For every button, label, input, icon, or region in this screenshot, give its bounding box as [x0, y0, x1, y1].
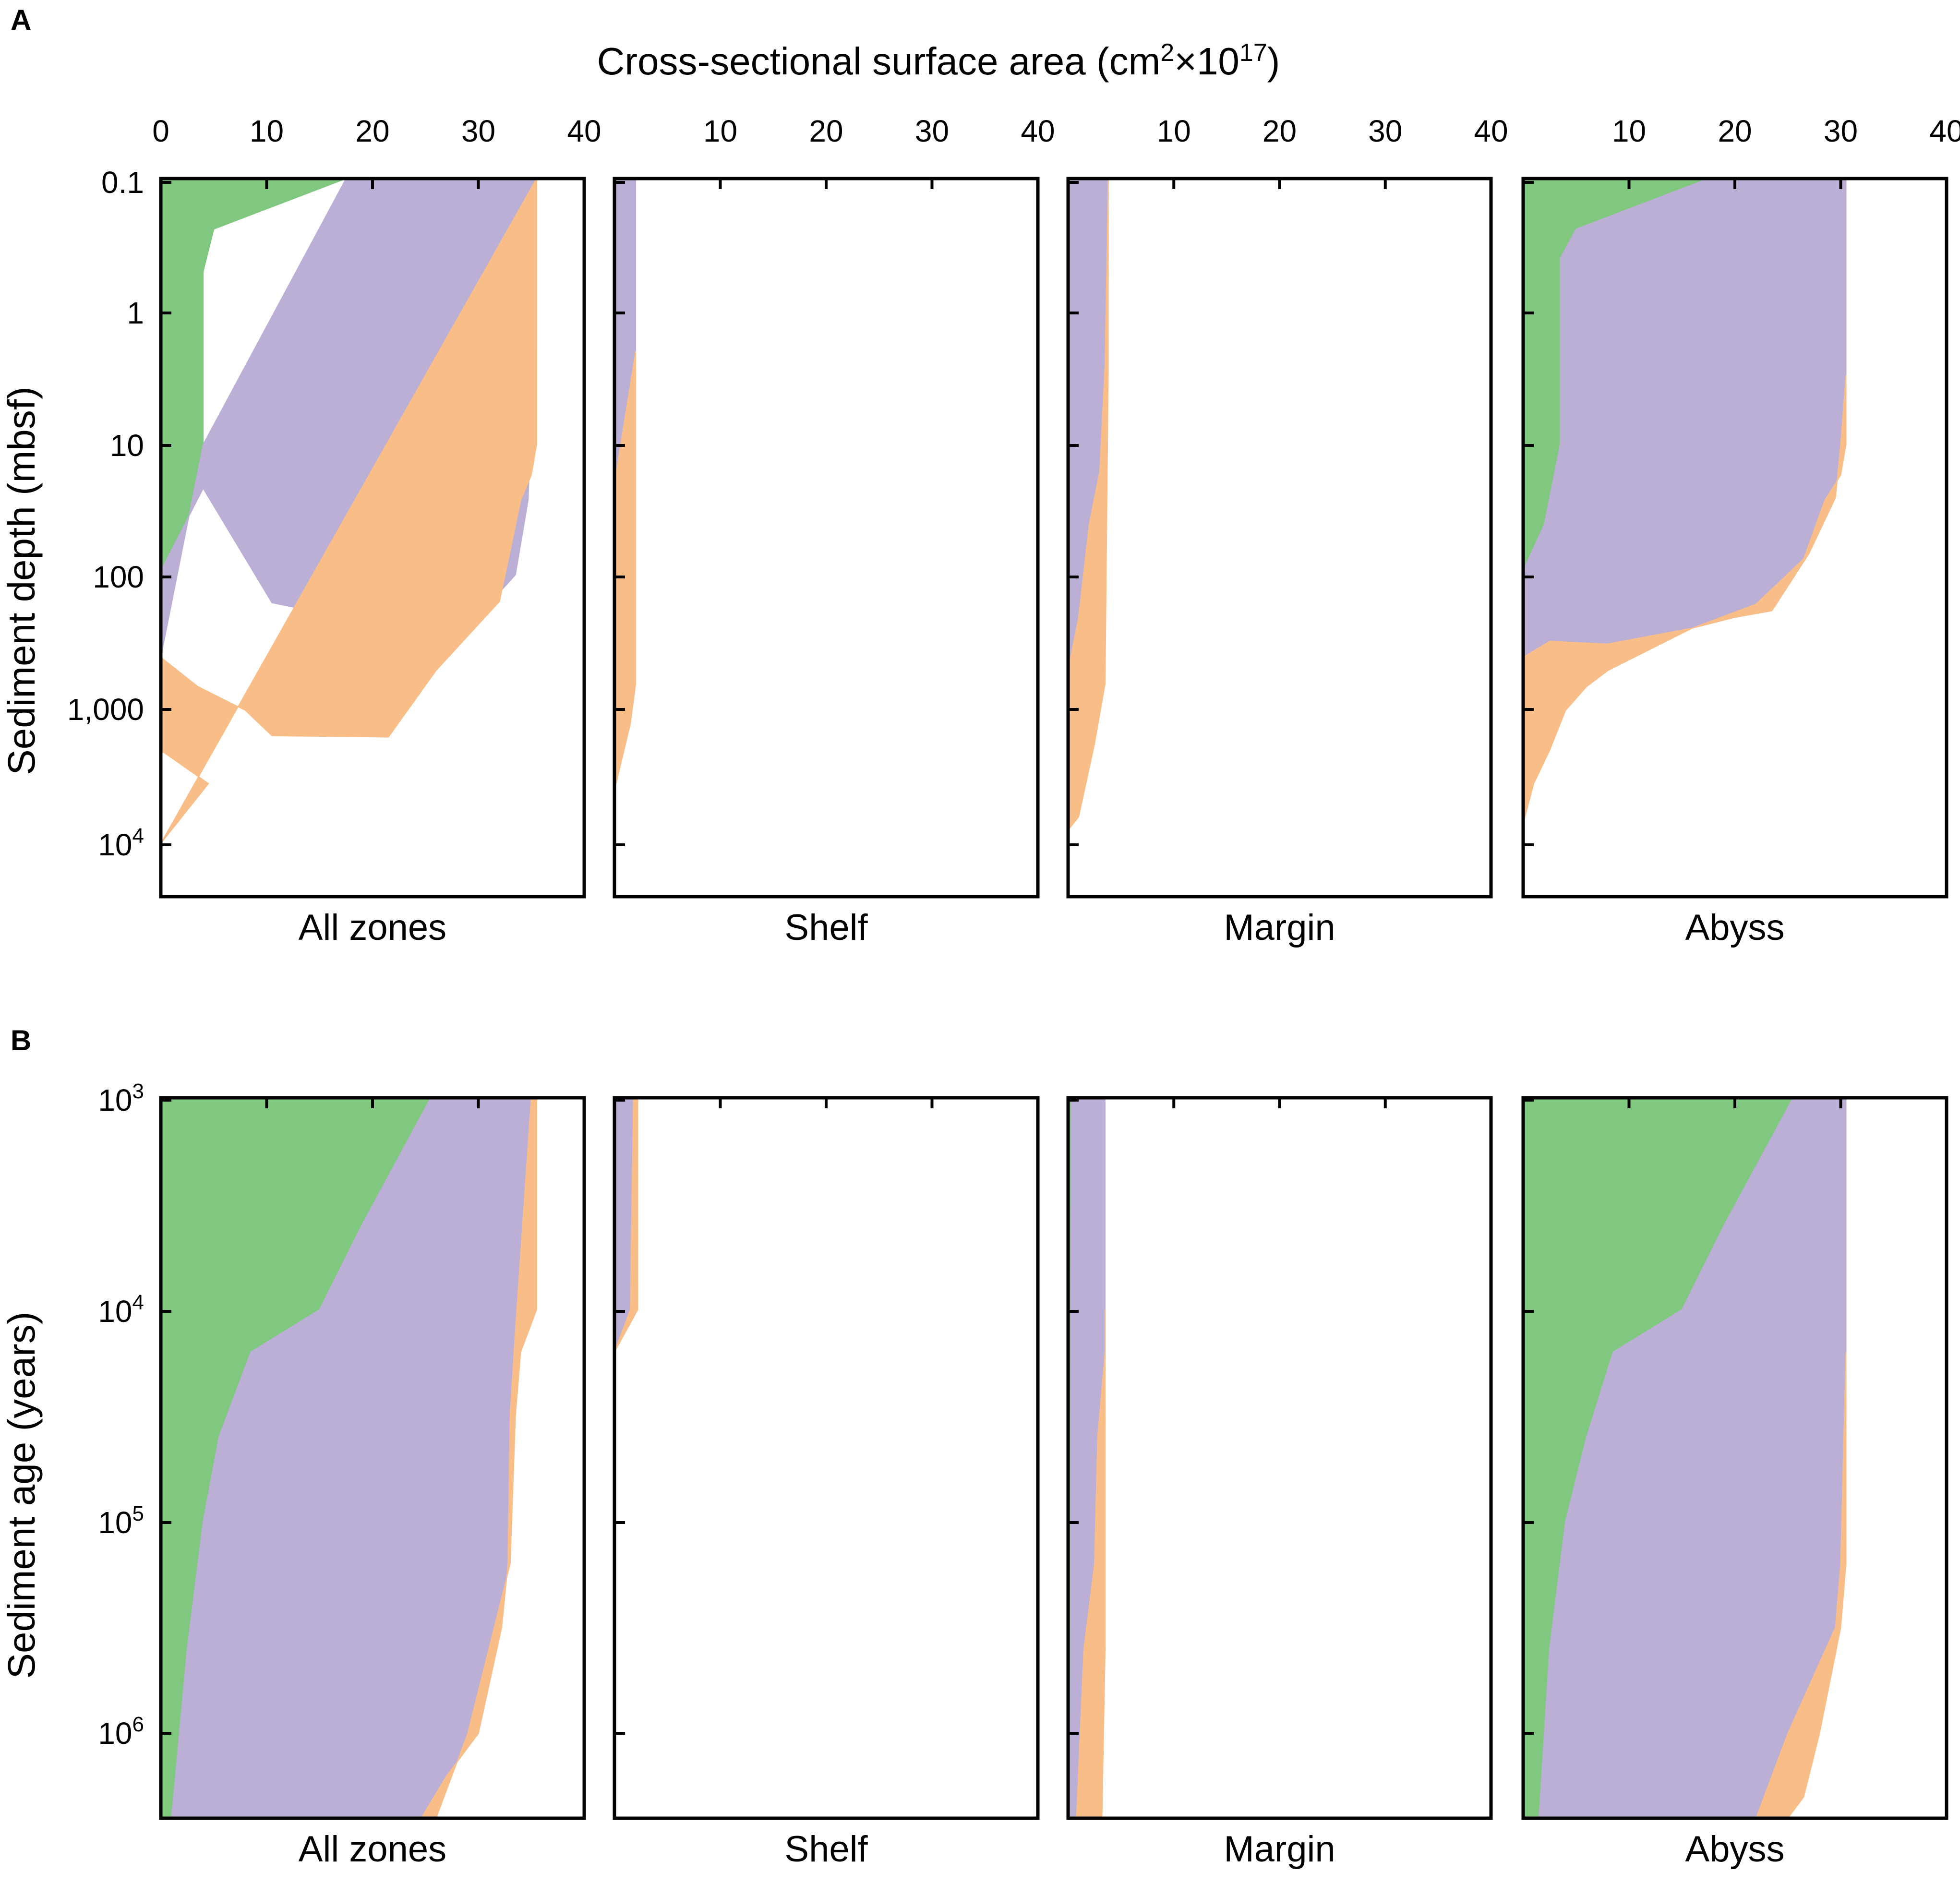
zone-label: Margin — [1224, 907, 1335, 948]
panel-frame — [1521, 1096, 1948, 1820]
panel-frame — [1066, 1096, 1493, 1820]
panel-a-y-axis-label: Sediment depth (mbsf) — [0, 386, 43, 775]
zone-label: Shelf — [784, 1829, 868, 1870]
panel-b-margin: Margin — [1066, 1096, 1493, 1870]
panel-frame — [159, 177, 586, 899]
panel-b-letter: B — [11, 1024, 31, 1056]
area-series-group — [161, 1098, 537, 1818]
area-orange — [1068, 179, 1109, 831]
y-tick-label: 105 — [98, 1502, 144, 1540]
y-tick-label: 100 — [93, 560, 144, 594]
zone-label: Abyss — [1685, 1829, 1785, 1870]
top-axis-tick-labels: 0 10 20 30 40 10 20 30 40 10 20 30 40 10 20 30 40 — [152, 114, 1960, 148]
area-orange — [614, 1098, 638, 1353]
top-axis-title: Cross-sectional surface area (cm2×1017) — [597, 39, 1280, 83]
panel-a-shelf: Shelf — [613, 177, 1040, 948]
y-axis-tick-labels: 0.1 1 10 100 1,000 104 103 104 105 106 — [67, 165, 144, 1751]
y-tick-label: 0.1 — [101, 165, 144, 200]
area-series-group — [614, 1098, 638, 1353]
x-tick-label: 20 — [355, 114, 389, 148]
y-tick-label: 1 — [127, 296, 144, 330]
panel-a-all-zones: All zones — [159, 177, 586, 948]
panel-frame — [1066, 177, 1493, 899]
y-tick-label: 103 — [98, 1080, 144, 1117]
panel-a-letter: A — [11, 4, 31, 36]
x-tick-label: 30 — [1368, 114, 1402, 148]
x-tick-label: 40 — [1929, 114, 1960, 148]
chart-panels: All zones Shelf Margin Abyss All zones Shelf M… — [159, 177, 1948, 1870]
panel-a-abyss: Abyss — [1521, 177, 1948, 948]
x-tick-label: 30 — [915, 114, 949, 148]
x-tick-label: 20 — [1718, 114, 1752, 148]
x-tick-label: 20 — [1263, 114, 1297, 148]
panel-frame — [1521, 177, 1948, 899]
area-orange — [1523, 375, 1847, 824]
y-tick-label: 104 — [98, 1291, 144, 1329]
area-series-group — [1068, 1098, 1106, 1818]
area-orange — [161, 179, 537, 844]
x-tick-label: 20 — [809, 114, 843, 148]
area-series-group — [1068, 179, 1109, 831]
zone-label: Shelf — [784, 907, 868, 948]
y-tick-label: 10 — [110, 428, 144, 463]
area-series-group — [614, 179, 637, 791]
x-tick-label: 10 — [703, 114, 737, 148]
panel-b-all-zones: All zones — [159, 1096, 586, 1870]
panel-frame — [613, 1096, 1040, 1820]
area-orange — [614, 351, 637, 791]
zone-label: Abyss — [1685, 907, 1785, 948]
x-tick-label: 30 — [1824, 114, 1858, 148]
panel-b-abyss: Abyss — [1521, 1096, 1948, 1870]
zone-label: Margin — [1224, 1829, 1335, 1870]
x-tick-label: 10 — [1612, 114, 1646, 148]
panel-a-margin: Margin — [1066, 177, 1493, 948]
panel-b-shelf: Shelf — [613, 1096, 1040, 1870]
area-orange — [1076, 1309, 1106, 1818]
panel-b-y-axis-label: Sediment age (years) — [0, 1312, 43, 1679]
x-tick-label: 0 — [152, 114, 169, 148]
area-series-group — [1523, 179, 1847, 824]
panel-frame — [613, 177, 1040, 899]
area-series-group — [1523, 1098, 1847, 1818]
y-tick-label: 1,000 — [67, 692, 144, 727]
y-tick-label: 104 — [98, 824, 144, 862]
x-tick-label: 40 — [1474, 114, 1508, 148]
x-tick-label: 40 — [1021, 114, 1055, 148]
area-orange — [362, 1098, 537, 1818]
x-tick-label: 40 — [567, 114, 601, 148]
area-series-group — [161, 179, 537, 844]
area-orange — [1756, 1352, 1847, 1818]
area-purple — [1523, 179, 1847, 658]
x-tick-label: 10 — [1157, 114, 1191, 148]
x-tick-label: 30 — [461, 114, 495, 148]
y-tick-label: 106 — [98, 1713, 144, 1751]
panel-frame — [159, 1096, 586, 1820]
zone-label: All zones — [299, 907, 446, 948]
x-tick-label: 10 — [250, 114, 284, 148]
zone-label: All zones — [299, 1829, 446, 1870]
